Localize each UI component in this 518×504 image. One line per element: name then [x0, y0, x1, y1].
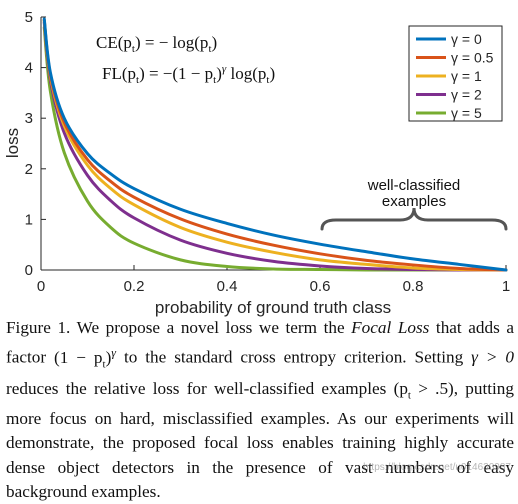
series-line-gamma-1 [42, 19, 508, 272]
series-line-gamma-2 [42, 21, 508, 272]
x-tick-label: 0.6 [310, 278, 331, 295]
y-tick-label: 2 [25, 161, 33, 178]
x-tick-label: 0 [37, 278, 45, 295]
legend-label: γ = 0 [451, 31, 482, 47]
legend-label: γ = 5 [451, 105, 482, 121]
series-line-gamma-0-5 [42, 18, 508, 272]
ce-formula: CE(pt) = − log(pt) [96, 33, 217, 55]
y-tick-label: 4 [25, 60, 33, 77]
region-label-line2: examples [382, 193, 446, 210]
x-axis-label: probability of ground truth class [155, 298, 391, 317]
focal-loss-term: Focal Loss [351, 318, 430, 337]
x-tick-label: 1 [502, 278, 510, 295]
x-ticks: 0 0.2 0.4 0.6 0.8 1 [37, 265, 510, 295]
region-label-line1: well-classified [367, 177, 461, 194]
x-tick-label: 0.8 [403, 278, 424, 295]
fl-formula: FL(pt) = −(1 − pt)γ log(pt) [102, 63, 275, 86]
x-tick-label: 0.2 [124, 278, 145, 295]
y-tick-label: 5 [25, 9, 33, 26]
y-ticks: 0 1 2 3 4 5 [25, 9, 46, 279]
region-brace [320, 207, 508, 231]
loss-curves [42, 17, 508, 272]
x-tick-label: 0.4 [217, 278, 238, 295]
y-axis-label: loss [3, 128, 22, 158]
legend: γ = 0 γ = 0.5 γ = 1 γ = 2 γ = 5 [408, 25, 503, 122]
y-tick-label: 3 [25, 110, 33, 127]
figure-caption: Figure 1. We propose a novel loss we ter… [6, 318, 514, 501]
legend-box [408, 25, 503, 122]
y-tick-label: 0 [25, 262, 33, 279]
watermark: https://blog.csdn.net/u014630987 [363, 462, 511, 473]
legend-label: γ = 2 [451, 87, 482, 103]
focal-loss-chart: 0 0.2 0.4 0.6 0.8 1 0 1 2 3 4 5 probability of gro… [3, 9, 510, 317]
legend-label: γ = 0.5 [451, 50, 494, 66]
y-tick-label: 1 [25, 211, 33, 228]
legend-label: γ = 1 [451, 68, 482, 84]
series-line-gamma-0 [42, 17, 508, 272]
